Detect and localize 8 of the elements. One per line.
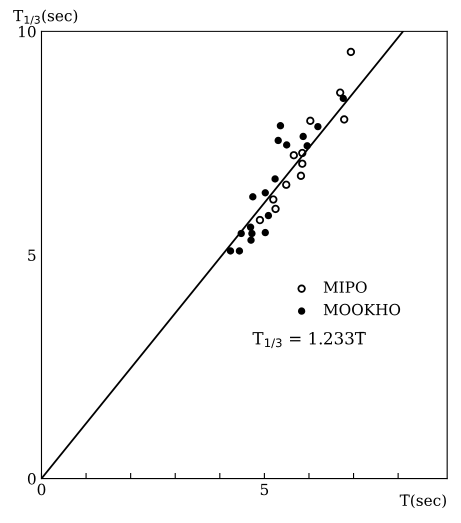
- y-tick-label: 0: [28, 473, 36, 485]
- x-axis-title: T̄(sec): [400, 494, 446, 508]
- legend-label: MOOKHO: [324, 304, 400, 316]
- annotation: T$_{1/3}$ = 1.233T̄: [252, 332, 366, 348]
- y-tick-label: 5: [28, 250, 36, 261]
- legend-label: MIPO: [324, 281, 367, 293]
- y-tick-label: 10: [19, 26, 36, 38]
- y-axis-title: T$_{1/3}$(sec): [13, 10, 78, 25]
